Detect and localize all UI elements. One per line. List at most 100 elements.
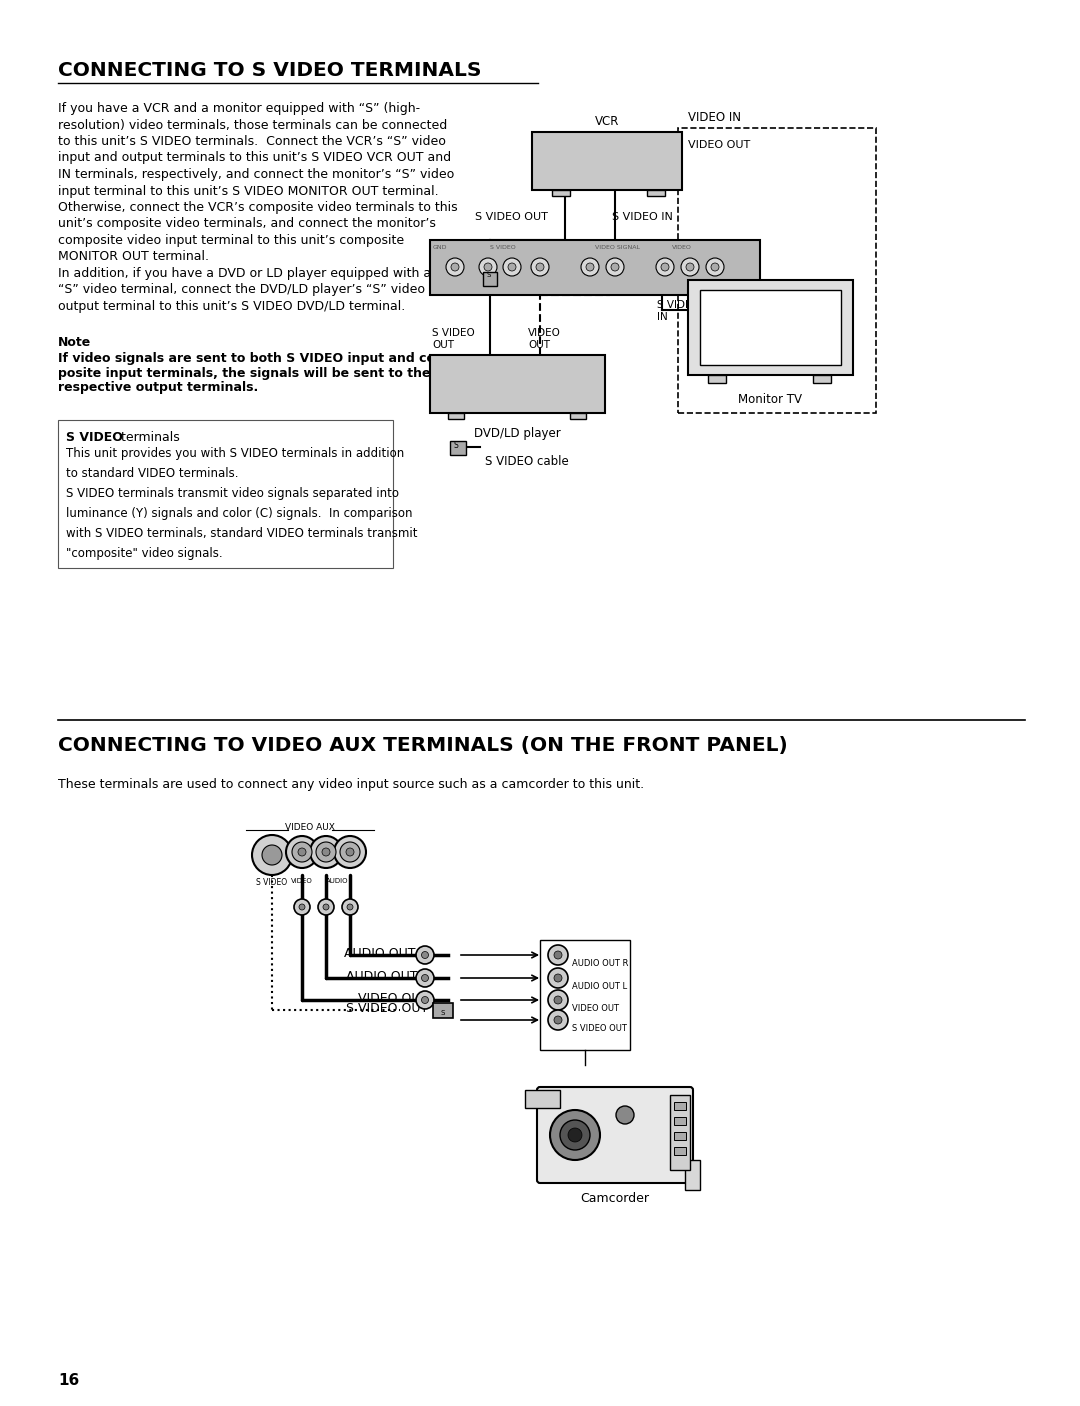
Text: VIDEO IN: VIDEO IN [700,299,747,309]
Text: If you have a VCR and a monitor equipped with “S” (high-: If you have a VCR and a monitor equipped… [58,103,420,115]
Text: VIDEO AUX: VIDEO AUX [285,823,335,832]
Text: S VIDEO OUT: S VIDEO OUT [475,212,548,222]
Bar [700,290,841,366]
Text: input terminal to this unit’s S VIDEO MONITOR OUT terminal.: input terminal to this unit’s S VIDEO MO… [58,184,438,197]
Text: In addition, if you have a DVD or LD player equipped with an: In addition, if you have a DVD or LD pla… [58,267,438,280]
Text: Camcorder: Camcorder [581,1192,649,1205]
Circle shape [706,257,724,276]
Circle shape [568,1128,582,1142]
Bar [674,1132,686,1140]
Circle shape [548,990,568,1010]
Circle shape [334,837,366,868]
Circle shape [561,1121,590,1150]
Circle shape [548,967,568,988]
Text: DVD/LD player: DVD/LD player [474,427,561,440]
Text: S VIDEO OUT: S VIDEO OUT [572,1024,626,1033]
Text: This unit provides you with S VIDEO terminals in addition: This unit provides you with S VIDEO term… [66,447,404,460]
Text: S: S [454,441,458,450]
Circle shape [416,991,434,1010]
Circle shape [531,257,549,276]
Text: output terminal to this unit’s S VIDEO DVD/LD terminal.: output terminal to this unit’s S VIDEO D… [58,299,405,314]
Text: Monitor TV: Monitor TV [739,394,802,406]
Text: Note: Note [58,336,91,349]
Bar [430,240,760,295]
Text: composite video input terminal to this unit’s composite: composite video input terminal to this u… [58,233,404,247]
Bar [570,413,586,419]
Circle shape [421,974,429,981]
Text: S VIDEO IN: S VIDEO IN [612,212,673,222]
Circle shape [323,904,329,910]
Circle shape [606,257,624,276]
Text: S VIDEO: S VIDEO [66,432,123,444]
Circle shape [446,257,464,276]
Bar [685,1160,700,1189]
Text: S VIDEO
IN: S VIDEO IN [657,299,700,322]
Circle shape [416,946,434,965]
Circle shape [294,898,310,915]
Text: VIDEO: VIDEO [292,877,313,884]
Circle shape [550,1109,600,1160]
Bar [670,1095,690,1170]
Text: AUDIO: AUDIO [326,877,348,884]
Text: VIDEO OUT: VIDEO OUT [688,141,751,150]
Circle shape [686,263,694,271]
Circle shape [347,904,353,910]
Circle shape [451,263,459,271]
Text: VIDEO OUT: VIDEO OUT [572,1004,619,1012]
Text: "composite" video signals.: "composite" video signals. [66,547,222,560]
Bar [525,1090,561,1108]
Circle shape [262,845,282,865]
Circle shape [318,898,334,915]
Circle shape [421,952,429,959]
Circle shape [554,1017,562,1024]
Text: VIDEO SIGNAL: VIDEO SIGNAL [595,245,640,250]
Bar [688,280,853,375]
Bar [450,441,465,456]
Text: with S VIDEO terminals, standard VIDEO terminals transmit: with S VIDEO terminals, standard VIDEO t… [66,527,418,540]
Bar [708,375,726,382]
Circle shape [554,950,562,959]
Bar [647,190,665,195]
Text: CONNECTING TO S VIDEO TERMINALS: CONNECTING TO S VIDEO TERMINALS [58,60,482,80]
Bar [552,190,570,195]
Circle shape [711,263,719,271]
Text: S VIDEO OUT: S VIDEO OUT [346,1002,428,1015]
Text: AUDIO OUT R: AUDIO OUT R [343,948,428,960]
Circle shape [346,848,354,856]
Circle shape [421,997,429,1004]
Bar [483,271,497,285]
Text: MONITOR OUT terminal.: MONITOR OUT terminal. [58,250,210,263]
Circle shape [484,263,492,271]
Text: S VIDEO: S VIDEO [490,245,516,250]
Circle shape [480,257,497,276]
Bar [674,1102,686,1109]
Circle shape [316,842,336,862]
Circle shape [508,263,516,271]
Circle shape [286,837,318,868]
Text: AUDIO OUT R: AUDIO OUT R [572,959,629,967]
Bar [674,1147,686,1154]
Circle shape [548,945,568,965]
Text: If video signals are sent to both S VIDEO input and com-: If video signals are sent to both S VIDE… [58,352,454,366]
Bar [678,128,876,413]
Bar [813,375,831,382]
Text: VIDEO IN: VIDEO IN [688,111,741,124]
Circle shape [554,974,562,981]
Circle shape [536,263,544,271]
Circle shape [292,842,312,862]
Text: VIDEO
OUT: VIDEO OUT [528,329,561,350]
Circle shape [616,1107,634,1123]
Text: S VIDEO: S VIDEO [256,877,287,887]
Text: 16: 16 [58,1374,79,1388]
Text: unit’s composite video terminals, and connect the monitor’s: unit’s composite video terminals, and co… [58,218,436,231]
Text: VIDEO: VIDEO [672,245,692,250]
Bar [448,413,464,419]
Circle shape [611,263,619,271]
Text: GND: GND [433,245,447,250]
Text: AUDIO OUT L: AUDIO OUT L [572,981,627,991]
Text: S: S [441,1010,445,1017]
Text: resolution) video terminals, those terminals can be connected: resolution) video terminals, those termi… [58,118,447,132]
Circle shape [340,842,360,862]
Text: VIDEO OUT: VIDEO OUT [357,993,428,1005]
Text: AUDIO OUT L: AUDIO OUT L [346,970,428,983]
